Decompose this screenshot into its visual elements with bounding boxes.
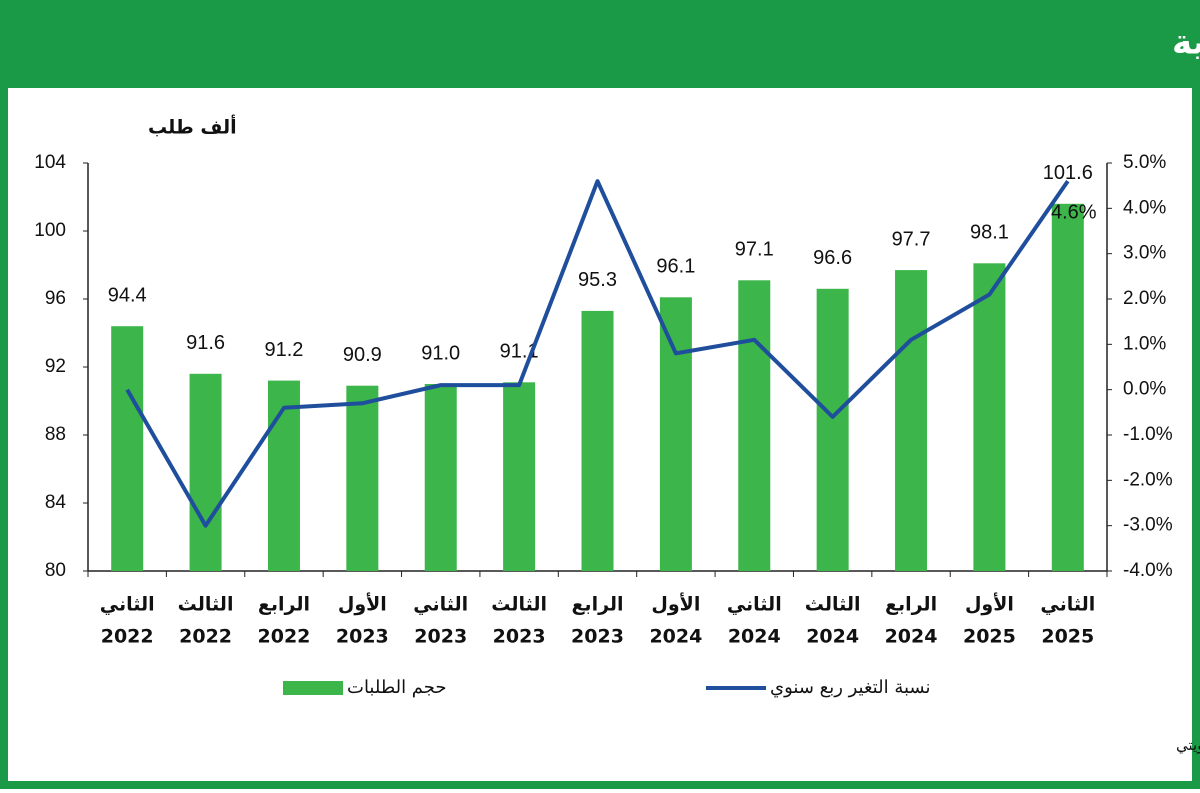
line [125,179,1070,528]
bar [189,373,222,571]
x-tick-label: 2022 [179,626,232,648]
legend-label: حجم الطلبات [347,677,447,698]
bar-value-label: 91.6 [186,332,225,354]
bar-value-label: 91.2 [264,339,303,361]
y2-tick-label: 2.0% [1123,288,1166,309]
x-tick-label: الأول [651,593,700,616]
bar-value-label: 101.6 [1043,162,1093,184]
x-tick-label: 2024 [649,626,702,648]
chart-title: الطلبات السكنية المتراكمة المقدمة إلى ال… [1172,23,1200,63]
bar [1051,203,1084,572]
bar-value-label: 96.6 [813,247,852,269]
bar-value-label: 96.1 [656,256,695,278]
x-tick-label: الرابع [258,594,310,616]
x-tick-label: الثاني [100,594,155,616]
x-tick-label: 2024 [728,626,781,648]
bar-value-label: 91.0 [421,342,460,364]
y-tick-label: 100 [34,220,66,241]
x-tick-label: الثاني [1040,594,1095,616]
bar-value-label: 95.3 [578,269,617,291]
bar-value-label: 94.4 [108,284,147,306]
bar-value-label: 97.1 [735,239,774,261]
x-tick-label: الأول [965,593,1014,616]
y2-tick-label: 1.0% [1123,333,1166,354]
source: المصدر: التقرير الشهري – المؤسسة العامة … [1176,736,1200,754]
bar [581,310,614,571]
x-tick-label: الثاني [413,594,468,616]
y2-tick-label: -3.0% [1123,515,1173,536]
y2-tick-label: 5.0% [1123,152,1166,173]
bar-value-label: 90.9 [343,344,382,366]
x-tick-label: الرابع [885,594,937,616]
x-tick-label: 2025 [1041,626,1094,648]
bar [346,385,379,571]
x-tick-label: 2022 [101,626,154,648]
legend-swatch [283,681,343,695]
bar [111,326,144,571]
x-tick-label: 2024 [885,626,938,648]
y-tick-label: 92 [45,356,66,377]
x-tick-label: الثالث [491,594,547,616]
bar [738,280,771,571]
y2-tick-label: 4.0% [1123,197,1166,218]
bar [267,380,300,571]
x-tick-label: 2023 [493,626,546,648]
x-tick-label: 2023 [414,626,467,648]
y-axis-label: ألف طلب [148,115,237,139]
line-value-label: 4.6% [1051,201,1097,223]
bar [973,263,1006,571]
x-tick-label: الثالث [805,594,861,616]
y-tick-label: 104 [34,152,66,173]
legend-label: نسبة التغير ربع سنوي [770,677,930,698]
y2-tick-label: -2.0% [1123,469,1173,490]
y-tick-label: 88 [45,424,66,445]
x-tick-label: 2022 [258,626,311,648]
x-tick-label: 2023 [336,626,389,648]
x-tick-label: الرابع [571,594,623,616]
bar [503,382,536,571]
y-tick-label: 84 [45,492,67,513]
x-tick-label: الثالث [178,594,234,616]
x-tick-label: 2024 [806,626,859,648]
bar [659,297,692,571]
x-tick-label: الأول [338,593,387,616]
bar-value-label: 98.1 [970,222,1009,244]
bar [895,270,928,571]
y2-tick-label: 3.0% [1123,243,1166,264]
bar [816,288,849,571]
bar-value-label: 97.7 [892,228,931,250]
y2-tick-label: -1.0% [1123,424,1173,445]
x-tick-label: 2023 [571,626,624,648]
y-tick-label: 80 [45,560,66,581]
y2-tick-label: -4.0% [1123,560,1173,581]
y2-tick-label: 0.0% [1123,379,1166,400]
y-tick-label: 96 [45,288,66,309]
x-tick-label: 2025 [963,626,1016,648]
x-tick-label: الثاني [727,594,782,616]
bar [424,384,457,571]
